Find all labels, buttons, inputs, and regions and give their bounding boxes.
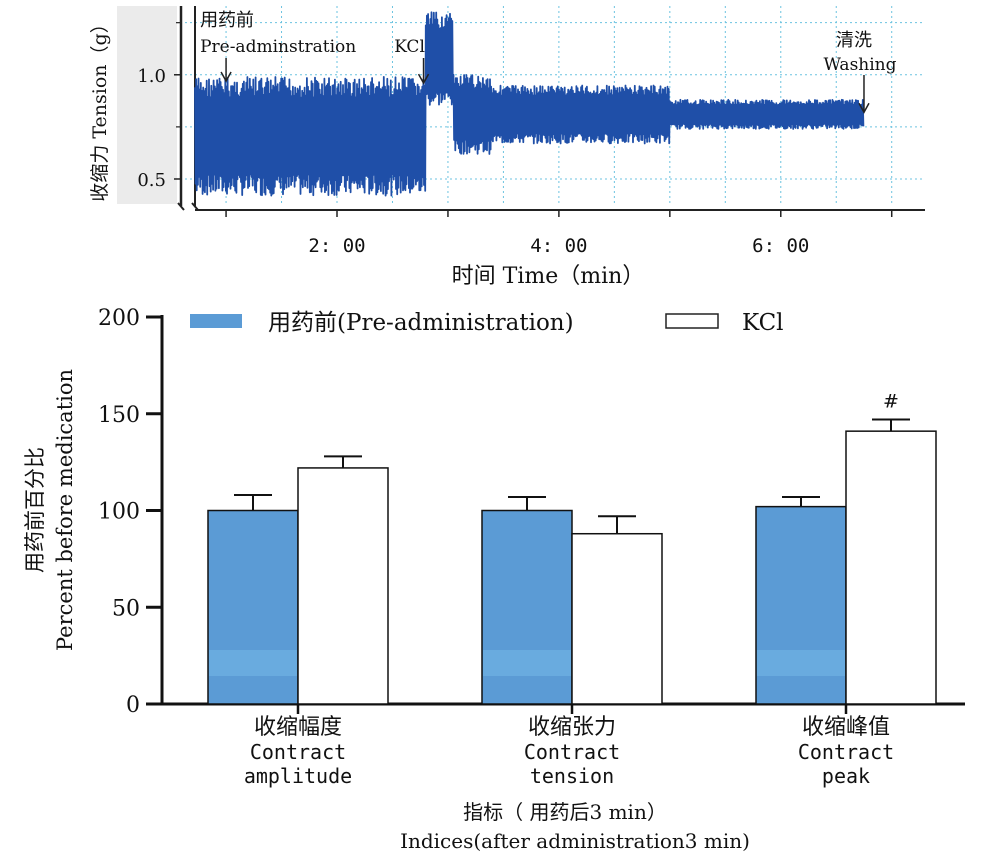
trace-y-tick-label: 0.5 <box>137 170 166 191</box>
bar-y-tick-label: 0 <box>126 693 140 718</box>
annotation-label-cn: 清洗 <box>836 30 872 51</box>
legend-label-pre: 用药前(Pre-administration) <box>268 310 574 336</box>
bar-highlight-band <box>757 650 845 676</box>
trace-y-ticks: 1.0 0.5 <box>137 22 181 191</box>
trace-annotations: 用药前 Pre-adminstration KCl 清洗 Washing <box>200 10 897 114</box>
annotation-arrow-head <box>858 102 870 114</box>
significance-mark: # <box>883 391 899 413</box>
annotation-arrow-head <box>220 71 232 83</box>
annotation-label-en: KCl <box>394 37 425 57</box>
axis-break <box>177 202 199 211</box>
bar-y-tick-label: 100 <box>98 500 140 525</box>
legend-swatch-kcl <box>665 313 719 329</box>
bar <box>297 467 389 705</box>
bar-y-axis-label-en: Percent before medication <box>53 369 77 651</box>
trace-annotation: 清洗 Washing <box>823 30 897 114</box>
trace-axis-strip <box>117 6 177 204</box>
bar-highlight-band <box>209 650 297 676</box>
category-label-cn: 收缩峰值 <box>802 715 890 740</box>
category-label-en: tension <box>530 764 614 788</box>
bar-x-axis-label-cn: 指标（ 用药后3 min） <box>463 800 667 824</box>
bar-category-labels: 收缩幅度Contractamplitude收缩张力Contracttension… <box>244 704 894 788</box>
legend-label-kcl: KCl <box>742 310 784 336</box>
trace-x-axis-label: 时间 Time（min） <box>452 264 645 289</box>
tension-trace-line <box>194 11 865 197</box>
category-label-cn: 收缩张力 <box>528 715 616 740</box>
category-label-en: amplitude <box>244 764 352 788</box>
bar <box>845 430 937 705</box>
bar <box>571 532 663 705</box>
bar-x-axis-label-en: Indices(after administration3 min) <box>400 829 750 853</box>
category-label-en: Contract <box>250 740 346 764</box>
annotation-label-en: Washing <box>823 55 896 75</box>
bar-legend: 用药前(Pre-administration) KCl <box>190 310 784 336</box>
bar-y-tick-label: 200 <box>98 306 140 331</box>
trace-panel: 1.0 0.5 2: 00 4: 00 6: 00 用药前 Pre-adminstrat… <box>89 6 925 289</box>
trace-x-tick-label: 6: 00 <box>752 235 809 257</box>
category-label-en: peak <box>822 764 870 788</box>
category-label-en: Contract <box>798 740 894 764</box>
bar-series: # <box>207 391 937 705</box>
annotation-label-cn: 用药前 <box>200 10 254 31</box>
bar-y-tick-label: 150 <box>98 403 140 428</box>
trace-x-tick-label: 2: 00 <box>308 235 365 257</box>
trace-y-tick-label: 1.0 <box>137 66 166 87</box>
category-label-cn: 收缩幅度 <box>254 715 342 740</box>
annotation-label-en: Pre-adminstration <box>200 37 356 57</box>
trace-annotation: KCl <box>394 37 430 85</box>
bar-highlight-band <box>483 650 571 676</box>
trace-annotation: 用药前 Pre-adminstration <box>200 10 356 83</box>
bar-y-tick-label: 50 <box>112 596 140 621</box>
annotation-arrow-head <box>417 73 430 85</box>
trace-x-ticks: 2: 00 4: 00 6: 00 <box>225 210 893 257</box>
category-label-en: Contract <box>524 740 620 764</box>
legend-swatch-pre <box>190 314 242 328</box>
bar-y-axis-label-cn: 用药前百分比 <box>23 447 47 573</box>
trace-y-axis-label: 收缩力 Tension（g） <box>89 14 111 201</box>
trace-x-tick-label: 4: 00 <box>530 235 587 257</box>
